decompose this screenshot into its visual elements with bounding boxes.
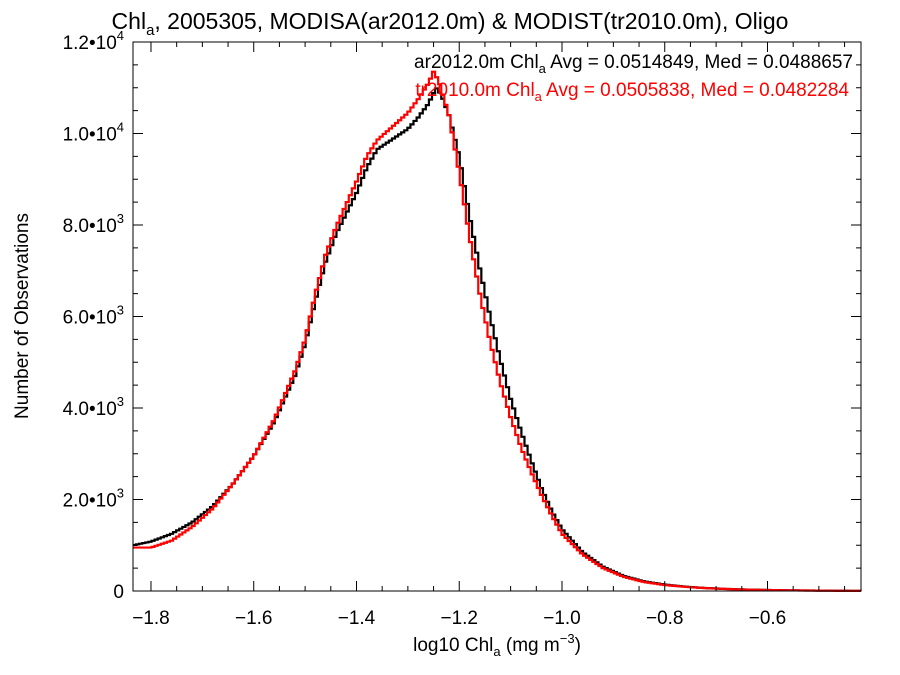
plot-frame [132, 41, 862, 592]
y-axis-label: Number of Observations [12, 213, 33, 419]
y-tick-label: 4.0•103 [63, 394, 124, 420]
x-tick-label: −1.2 [440, 608, 478, 629]
legend: ar2012.0m Chla Avg = 0.0514849, Med = 0.… [414, 52, 853, 104]
x-tick-label: −1.4 [338, 608, 376, 629]
x-tick-label: −0.8 [646, 608, 684, 629]
x-axis-label: log10 Chla (mg m−3) [413, 631, 581, 659]
y-tick-label: 6.0•103 [63, 303, 124, 329]
series-line-0 [133, 87, 862, 592]
y-tick-label: 8.0•103 [63, 211, 124, 237]
y-tick-label: 1.2•104 [63, 28, 124, 54]
x-tick-label: −1.8 [132, 608, 170, 629]
chart-title: Chla, 2005305, MODISA(ar2012.0m) & MODIS… [112, 8, 789, 39]
x-tick-label: −1.0 [543, 608, 581, 629]
y-tick-label: 2.0•103 [63, 486, 124, 512]
y-axis: 0 2.0•103 4.0•103 6.0•103 8.0•103 1.0•104 1.2•… [63, 28, 861, 603]
x-axis: −1.8 −1.6 −1.4 −1.2 −1.0 −0.8 −0.6 [132, 42, 846, 629]
legend-entry-tr2010: tr2010.0m Chla Avg = 0.0505838, Med = 0.… [415, 80, 849, 104]
series-layer [133, 70, 862, 592]
x-tick-label: −1.6 [235, 608, 273, 629]
y-tick-label: 0 [113, 582, 124, 603]
series-line-1 [133, 70, 862, 592]
x-tick-label: −0.6 [749, 608, 787, 629]
legend-entry-ar2012: ar2012.0m Chla Avg = 0.0514849, Med = 0.… [414, 52, 853, 76]
y-tick-label: 1.0•104 [63, 120, 124, 146]
